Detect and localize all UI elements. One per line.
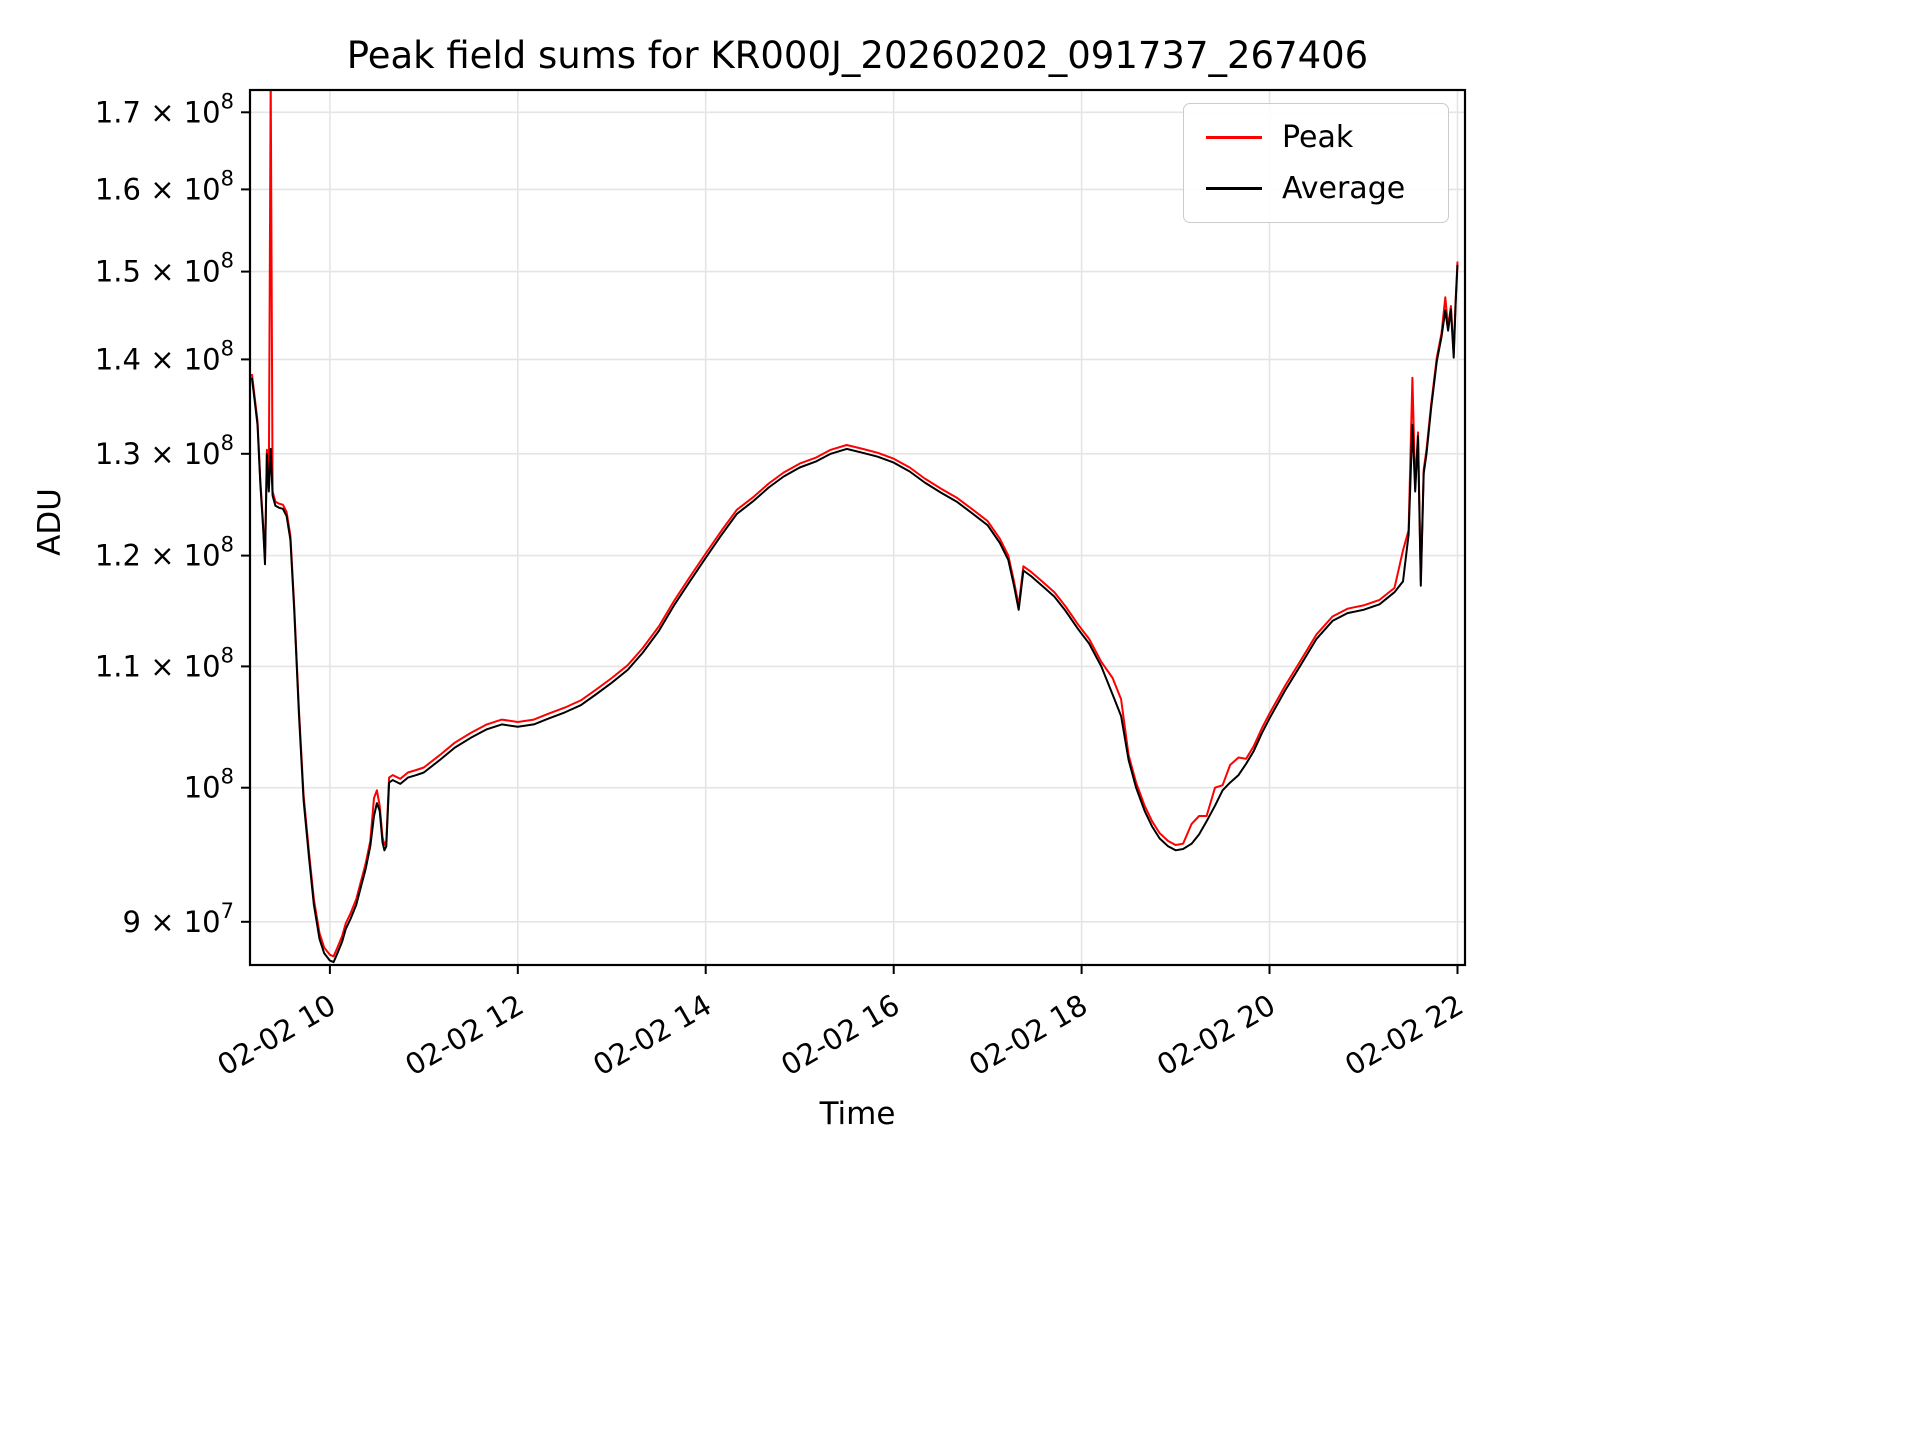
x-tick-label: 02-02 16 xyxy=(775,988,905,1083)
y-tick-label: 9 × 107 xyxy=(123,899,234,939)
y-tick-label: 1.6 × 108 xyxy=(95,166,234,206)
y-tick-label: 1.4 × 108 xyxy=(95,336,234,376)
axes-frame xyxy=(248,88,1467,967)
x-axis-label: Time xyxy=(819,1096,896,1132)
y-tick-label: 1.5 × 108 xyxy=(95,249,234,289)
x-tick-label: 02-02 22 xyxy=(1339,988,1469,1083)
peak-line-swatch xyxy=(1206,136,1262,139)
legend-label-average: Average xyxy=(1282,171,1406,206)
x-tick-label: 02-02 10 xyxy=(211,988,341,1083)
legend-label-peak: Peak xyxy=(1282,120,1354,155)
y-tick-label: 1.7 × 108 xyxy=(95,89,234,129)
chart-title: Peak field sums for KR000J_20260202_0917… xyxy=(346,34,1369,77)
legend-entry-peak: Peak xyxy=(1206,120,1426,155)
x-tick-label: 02-02 18 xyxy=(963,988,1093,1083)
x-tick-label: 02-02 14 xyxy=(587,988,717,1083)
y-tick-label: 108 xyxy=(184,765,234,805)
y-tick-label: 1.1 × 108 xyxy=(95,643,234,683)
x-tick-label: 02-02 20 xyxy=(1151,988,1281,1083)
legend: Peak Average xyxy=(1183,103,1449,223)
peak-series-line xyxy=(250,90,1459,958)
y-tick-label: 1.3 × 108 xyxy=(95,431,234,471)
legend-entry-average: Average xyxy=(1206,171,1426,206)
x-tick-label: 02-02 12 xyxy=(399,988,529,1083)
average-series-line xyxy=(250,264,1459,964)
average-line-swatch xyxy=(1206,187,1262,190)
y-axis-label: ADU xyxy=(32,488,68,556)
y-tick-label: 1.2 × 108 xyxy=(95,533,234,573)
